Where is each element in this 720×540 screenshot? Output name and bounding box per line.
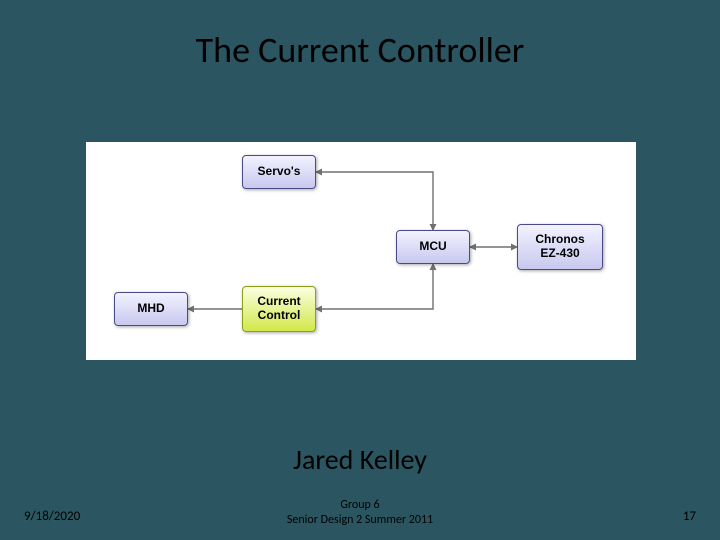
node-mhd: MHD	[114, 292, 188, 326]
node-label: Servo's	[258, 165, 301, 179]
footer-course: Senior Design 2 Summer 2011	[0, 513, 720, 528]
node-label: ChronosEZ-430	[535, 233, 584, 261]
footer-center: Group 6 Senior Design 2 Summer 2011	[0, 498, 720, 528]
slide-title: The Current Controller	[0, 28, 720, 72]
node-label: MHD	[137, 302, 164, 316]
footer-page-number: 17	[683, 509, 696, 524]
node-current-control: CurrentControl	[242, 286, 316, 332]
node-mcu: MCU	[396, 230, 470, 264]
node-chronos: ChronosEZ-430	[517, 224, 603, 270]
slide-subtitle: Jared Kelley	[0, 442, 720, 477]
node-servos: Servo's	[242, 155, 316, 189]
node-label: MCU	[419, 240, 446, 254]
node-label: CurrentControl	[257, 295, 300, 323]
footer-group: Group 6	[0, 498, 720, 513]
